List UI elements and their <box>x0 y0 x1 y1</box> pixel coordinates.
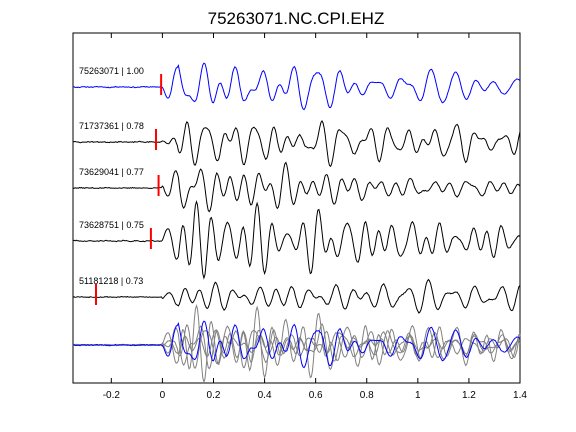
x-tick-label: 0.8 <box>360 390 374 401</box>
x-tick-label: 1.2 <box>462 390 476 401</box>
trace-label: 73628751 | 0.75 <box>79 220 144 230</box>
x-tick-label: 0.4 <box>258 390 272 401</box>
x-tick-label: 1.4 <box>513 390 527 401</box>
stack-line-75263071 <box>73 320 521 369</box>
x-tick-label: 1 <box>415 390 421 401</box>
trace-line-71737361 <box>72 120 521 168</box>
plot-frame <box>72 32 521 384</box>
x-tick-label: 0.6 <box>309 390 323 401</box>
trace-line-73628751 <box>72 200 521 280</box>
x-tick-label: 0.2 <box>207 390 221 401</box>
trace-line-51181218 <box>72 278 521 314</box>
x-tick-label: -0.2 <box>103 390 121 401</box>
trace-panel: 75263071 | 1.00 71737361 | 0.78 73629041 |… <box>72 62 521 314</box>
trace-line-73629041 <box>72 161 521 213</box>
stacked-traces <box>72 304 521 384</box>
trace-label: 75263071 | 1.00 <box>79 66 144 76</box>
x-tick-label: 0 <box>160 390 166 401</box>
trace-label: 51181218 | 0.73 <box>79 276 143 286</box>
trace-label: 73629041 | 0.77 <box>79 167 144 177</box>
chart-title: 75263071.NC.CPI.EHZ <box>208 9 385 28</box>
trace-line-75263071 <box>73 62 521 111</box>
trace-label: 71737361 | 0.78 <box>79 121 144 131</box>
x-axis: -0.2 0 0.2 0.4 0.6 0.8 1 1.2 1.4 <box>103 33 527 401</box>
